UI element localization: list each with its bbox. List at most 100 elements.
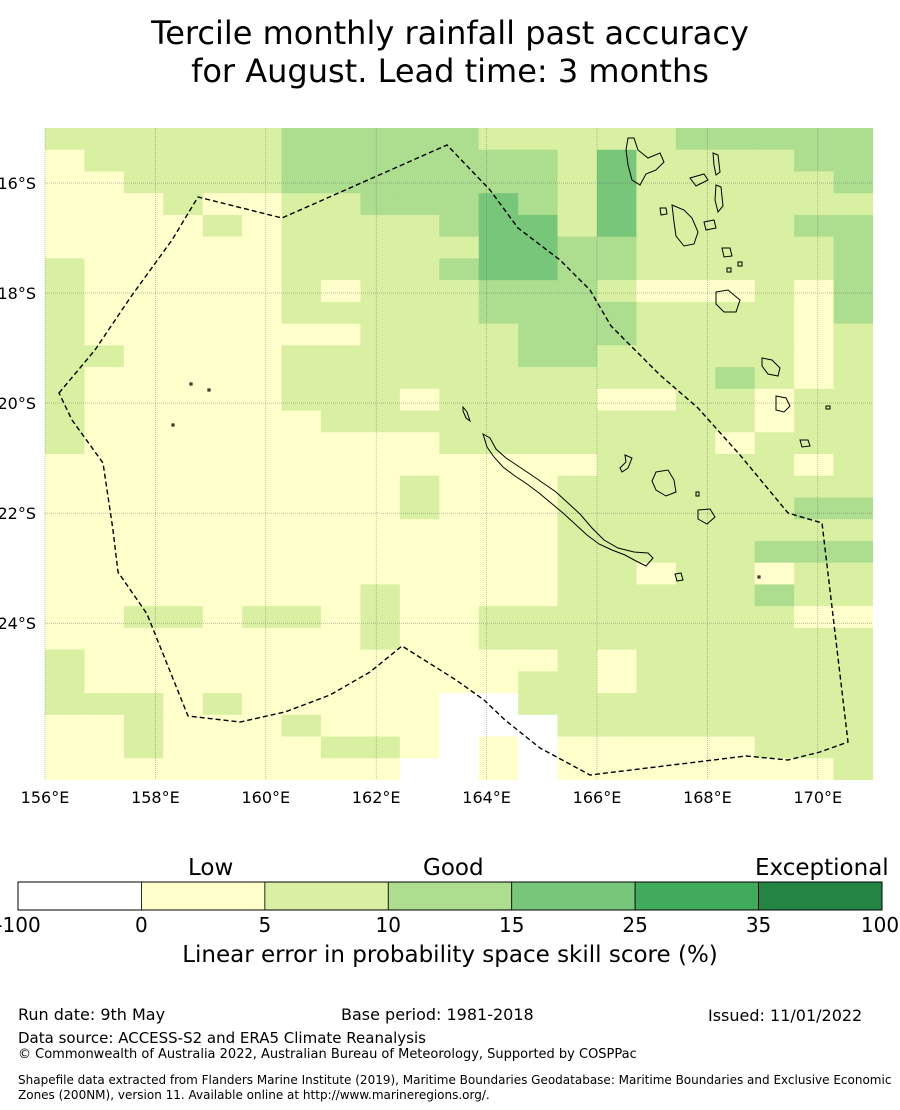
grid-cell	[202, 432, 243, 455]
grid-cell	[242, 236, 283, 259]
grid-cell	[45, 410, 85, 433]
grid-cell	[84, 649, 125, 672]
grid-cell	[360, 584, 401, 607]
grid-cell	[478, 606, 519, 629]
grid-cell	[163, 345, 204, 368]
grid-cell	[321, 323, 361, 346]
grid-cell	[833, 432, 873, 455]
grid-cell	[715, 497, 756, 520]
grid-cell	[478, 388, 519, 412]
grid-cell	[45, 258, 85, 281]
grid-cell	[439, 540, 480, 564]
colorbar-bin	[387, 881, 513, 911]
grid-cell	[321, 736, 361, 759]
grid-cell	[715, 280, 756, 303]
tanna	[775, 395, 791, 413]
grid-cell	[45, 540, 85, 564]
grid-cell	[833, 627, 873, 651]
grid-cell	[557, 323, 598, 346]
grid-cell	[163, 649, 204, 672]
grid-cell	[399, 149, 440, 172]
colorbar-tick-label: 15	[498, 913, 525, 937]
grid-cell	[597, 454, 637, 477]
grid-cell	[794, 323, 835, 346]
grid-cell	[84, 497, 125, 520]
colorbar-label-good: Good	[423, 855, 484, 881]
grid-cell	[557, 671, 598, 694]
grid-cell	[202, 345, 243, 368]
grid-cell	[321, 367, 361, 390]
erromango	[761, 357, 781, 377]
grid-cell	[518, 171, 559, 194]
grid-cell	[281, 214, 322, 238]
grid-cell	[45, 367, 85, 390]
grid-cell	[518, 584, 559, 607]
grid-cell	[794, 236, 835, 259]
grid-cell	[833, 671, 873, 694]
eez-boundary	[58, 144, 849, 776]
shapefile-credit: Shapefile data extracted from Flanders M…	[18, 1073, 892, 1102]
colorbar-bin	[264, 881, 389, 911]
grid-cell	[794, 519, 835, 542]
grid-cell	[123, 171, 164, 194]
y-tick-label: 24°S	[0, 614, 36, 633]
grid-cell	[84, 714, 125, 738]
grid-cell	[399, 367, 440, 390]
grid-cell	[123, 149, 164, 172]
grid-cell	[636, 214, 677, 238]
grid-cell	[399, 497, 440, 520]
grid-cell	[202, 758, 243, 780]
grid-cell	[794, 149, 835, 172]
grid-cell	[754, 584, 795, 607]
grid-cell	[597, 671, 637, 694]
grid-cell	[399, 345, 440, 368]
grid-cell	[754, 171, 795, 194]
espiritu-santo	[625, 137, 665, 186]
grid-cell	[833, 649, 873, 672]
x-tick-label: 160°E	[241, 788, 290, 807]
grid-cell	[439, 475, 480, 498]
chesterfield	[695, 491, 700, 497]
grid-cell	[597, 562, 637, 585]
grid-cell	[518, 128, 559, 151]
grid-cell	[597, 410, 637, 433]
grid-cell	[754, 323, 795, 346]
grid-cell	[399, 280, 440, 303]
grid-cell	[518, 301, 559, 325]
grid-cell	[399, 671, 440, 694]
grid-cell	[557, 128, 598, 151]
grid-cell	[321, 627, 361, 651]
grid-cell	[123, 388, 164, 412]
grid-cell	[715, 258, 756, 281]
grid-cell	[636, 280, 677, 303]
grid-cell	[242, 171, 283, 194]
grid-cell	[123, 301, 164, 325]
grid-cell	[163, 323, 204, 346]
grid-cell	[675, 497, 716, 520]
grid-cell	[478, 367, 519, 390]
lifou-island	[651, 469, 677, 497]
colorbar-bin	[141, 881, 266, 911]
grid-cell	[636, 584, 677, 607]
colorbar-bin	[758, 881, 883, 911]
grid-cell	[597, 280, 637, 303]
grid-cell	[242, 280, 283, 303]
grid-cell	[597, 388, 637, 412]
grid-cell	[754, 497, 795, 520]
grid-cell	[675, 693, 716, 716]
grid-cell	[557, 736, 598, 759]
grid-cell	[478, 301, 519, 325]
grid-cell	[84, 693, 125, 716]
grid-cell	[321, 388, 361, 412]
grid-cell	[518, 323, 559, 346]
grid-cell	[794, 649, 835, 672]
grid-cell	[242, 149, 283, 172]
grid-cell	[518, 758, 559, 780]
grid-cell	[478, 454, 519, 477]
grid-cell	[833, 454, 873, 477]
grid-cell	[123, 497, 164, 520]
grid-cell	[242, 258, 283, 281]
grid-cell	[281, 584, 322, 607]
grid-cell	[123, 562, 164, 585]
grid-cell	[281, 193, 322, 216]
